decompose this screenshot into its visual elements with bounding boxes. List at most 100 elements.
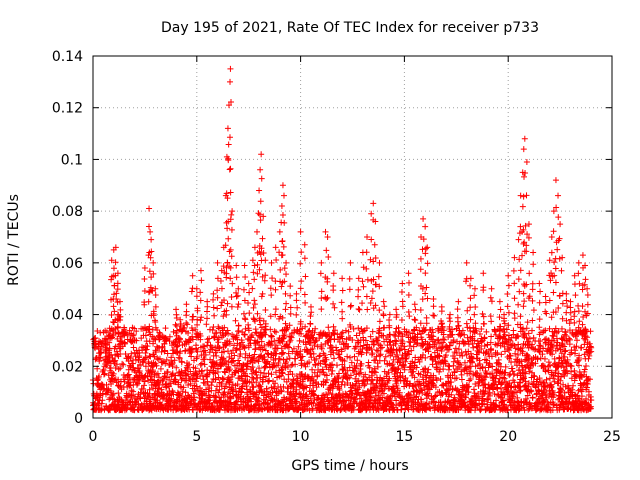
data-point — [198, 367, 205, 374]
data-point — [189, 336, 196, 343]
data-point — [239, 339, 246, 346]
data-point — [171, 357, 178, 364]
data-point — [244, 363, 251, 370]
data-point — [240, 362, 247, 369]
data-point — [159, 381, 166, 388]
data-point — [180, 384, 187, 391]
data-point — [178, 359, 185, 366]
data-point — [120, 361, 127, 368]
data-point — [240, 404, 247, 411]
data-point — [226, 366, 233, 373]
data-point — [166, 376, 173, 383]
data-point — [244, 391, 251, 398]
data-point — [212, 376, 219, 383]
data-point — [235, 357, 242, 364]
data-point — [178, 369, 185, 376]
data-point — [181, 325, 188, 332]
data-point — [189, 333, 196, 340]
y-tick-label: 0.14 — [52, 49, 83, 65]
data-point — [130, 364, 137, 371]
data-point — [202, 347, 209, 354]
y-tick-label: 0.02 — [52, 359, 83, 375]
data-point — [168, 395, 175, 402]
data-point — [154, 370, 161, 377]
data-point — [230, 386, 237, 393]
y-tick-label: 0.06 — [52, 256, 83, 272]
y-tick-label: 0.12 — [52, 101, 83, 117]
data-point — [162, 360, 169, 367]
data-point — [234, 381, 241, 388]
data-point — [237, 351, 244, 358]
x-tick-label: 10 — [292, 429, 310, 445]
data-point — [216, 386, 223, 393]
data-point — [182, 389, 189, 396]
data-point — [95, 380, 102, 387]
data-point — [136, 349, 143, 356]
data-point — [182, 347, 189, 354]
data-point — [101, 371, 108, 378]
data-point — [233, 345, 240, 352]
data-point — [115, 390, 122, 397]
x-tick-label: 15 — [395, 429, 413, 445]
data-point — [142, 332, 149, 339]
data-point — [205, 397, 212, 404]
data-point — [187, 380, 194, 387]
data-point — [242, 350, 249, 357]
data-point — [192, 326, 199, 333]
data-point — [216, 344, 223, 351]
data-point — [219, 375, 226, 382]
chart-title: Day 195 of 2021, Rate Of TEC Index for r… — [161, 20, 539, 36]
data-point — [173, 330, 180, 337]
data-point — [110, 390, 117, 397]
data-point — [99, 397, 106, 404]
data-point — [178, 376, 185, 383]
data-point — [155, 374, 162, 381]
data-point — [245, 335, 252, 342]
data-point — [221, 324, 228, 331]
data-point — [231, 352, 238, 359]
data-point — [241, 331, 248, 338]
data-point — [201, 356, 208, 363]
data-point — [121, 378, 128, 385]
y-tick-label: 0 — [74, 411, 83, 427]
data-point — [248, 334, 255, 341]
data-point — [212, 370, 219, 377]
data-point — [144, 343, 151, 350]
data-point — [173, 364, 180, 371]
data-point — [143, 346, 150, 353]
y-tick-label: 0.08 — [52, 204, 83, 220]
data-point — [130, 388, 137, 395]
data-point — [159, 359, 166, 366]
data-point — [214, 365, 221, 372]
data-point — [155, 378, 162, 385]
data-point — [117, 351, 124, 358]
data-point — [117, 382, 124, 389]
data-point — [154, 388, 161, 395]
data-point — [230, 392, 237, 399]
data-point — [156, 355, 163, 362]
data-point — [146, 338, 153, 345]
data-point — [209, 379, 216, 386]
data-point — [141, 378, 148, 385]
x-tick-label: 20 — [499, 429, 517, 445]
data-point — [107, 388, 114, 395]
data-point — [148, 373, 155, 380]
data-point — [149, 368, 156, 375]
data-point — [163, 384, 170, 391]
data-point — [187, 337, 194, 344]
data-point — [242, 325, 249, 332]
data-point — [206, 349, 213, 356]
data-point — [136, 361, 143, 368]
data-point — [173, 404, 180, 411]
data-point — [215, 334, 222, 341]
data-point — [115, 366, 122, 373]
data-point — [103, 329, 110, 336]
data-point — [161, 347, 168, 354]
data-point — [157, 365, 164, 372]
data-point — [169, 363, 176, 370]
data-point — [243, 382, 250, 389]
data-point — [98, 381, 105, 388]
data-point — [127, 382, 134, 389]
data-point — [129, 332, 136, 339]
data-point — [154, 355, 161, 362]
